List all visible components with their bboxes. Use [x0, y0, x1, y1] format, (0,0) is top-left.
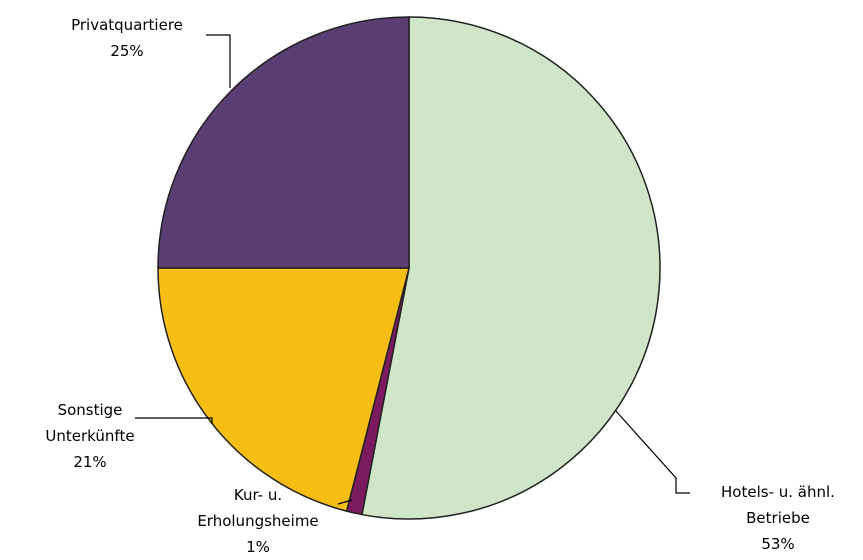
value-label: 21% [73, 453, 107, 471]
category-label: Privatquartiere [71, 16, 183, 34]
pie-slice [361, 16, 661, 520]
slice-label: Kur- u. Erholungsheime 1% [188, 482, 328, 560]
slice-label: Hotels- u. ähnl. Betriebe 53% [698, 479, 858, 557]
pie [157, 16, 661, 520]
leader-line [206, 34, 231, 88]
category-label: Sonstige Unterkünfte [45, 401, 135, 445]
category-label: Kur- u. Erholungsheime [197, 486, 319, 530]
leader-line [135, 417, 213, 424]
value-label: 53% [761, 535, 795, 553]
value-label: 25% [110, 42, 144, 60]
value-label: 1% [246, 538, 270, 556]
slice-label: Sonstige Unterkünfte 21% [30, 397, 150, 475]
slice-label: Privatquartiere 25% [37, 12, 217, 64]
leader-line [337, 499, 353, 505]
category-label: Hotels- u. ähnl. Betriebe [721, 483, 835, 527]
leader-line [614, 409, 690, 494]
pie-slice [157, 267, 410, 513]
pie-slice [157, 16, 410, 269]
